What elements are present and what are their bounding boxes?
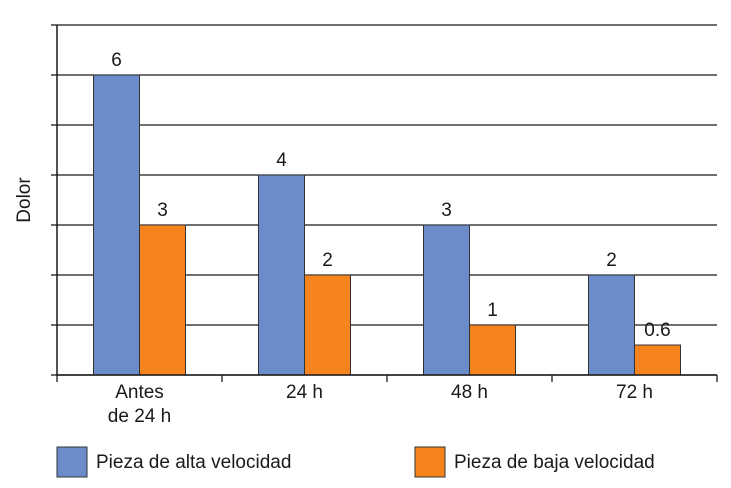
label-background [320,250,335,272]
legend-swatch [414,446,446,478]
value-label: 3 [157,200,168,221]
bar [258,174,305,376]
bar [423,224,470,376]
bar [469,324,516,376]
bar [634,344,681,376]
legend-swatch [56,446,88,478]
x-tick-label: Antes de 24 h [107,382,172,427]
value-label: 2 [322,250,333,271]
bar [139,224,186,376]
bar [304,274,351,376]
x-tick-label: 72 h [616,382,653,403]
x-tick-label: 48 h [451,382,488,403]
label-background [604,250,619,272]
label-background [439,200,454,222]
value-label: 6 [111,50,122,71]
bar [93,74,140,376]
value-label: 4 [276,150,287,171]
label-background [109,50,124,72]
legend-label: Pieza de alta velocidad [96,452,291,473]
value-label: 2 [606,250,617,271]
value-label: 3 [441,200,452,221]
x-tick-label: 24 h [286,382,323,403]
y-axis-label: Dolor [14,177,35,223]
legend-label: Pieza de baja velocidad [454,452,655,473]
label-background [155,200,170,222]
value-label: 1 [487,300,498,321]
value-label: 0.6 [644,320,670,341]
label-background [485,300,500,322]
bar [588,274,635,376]
label-background [274,150,290,172]
